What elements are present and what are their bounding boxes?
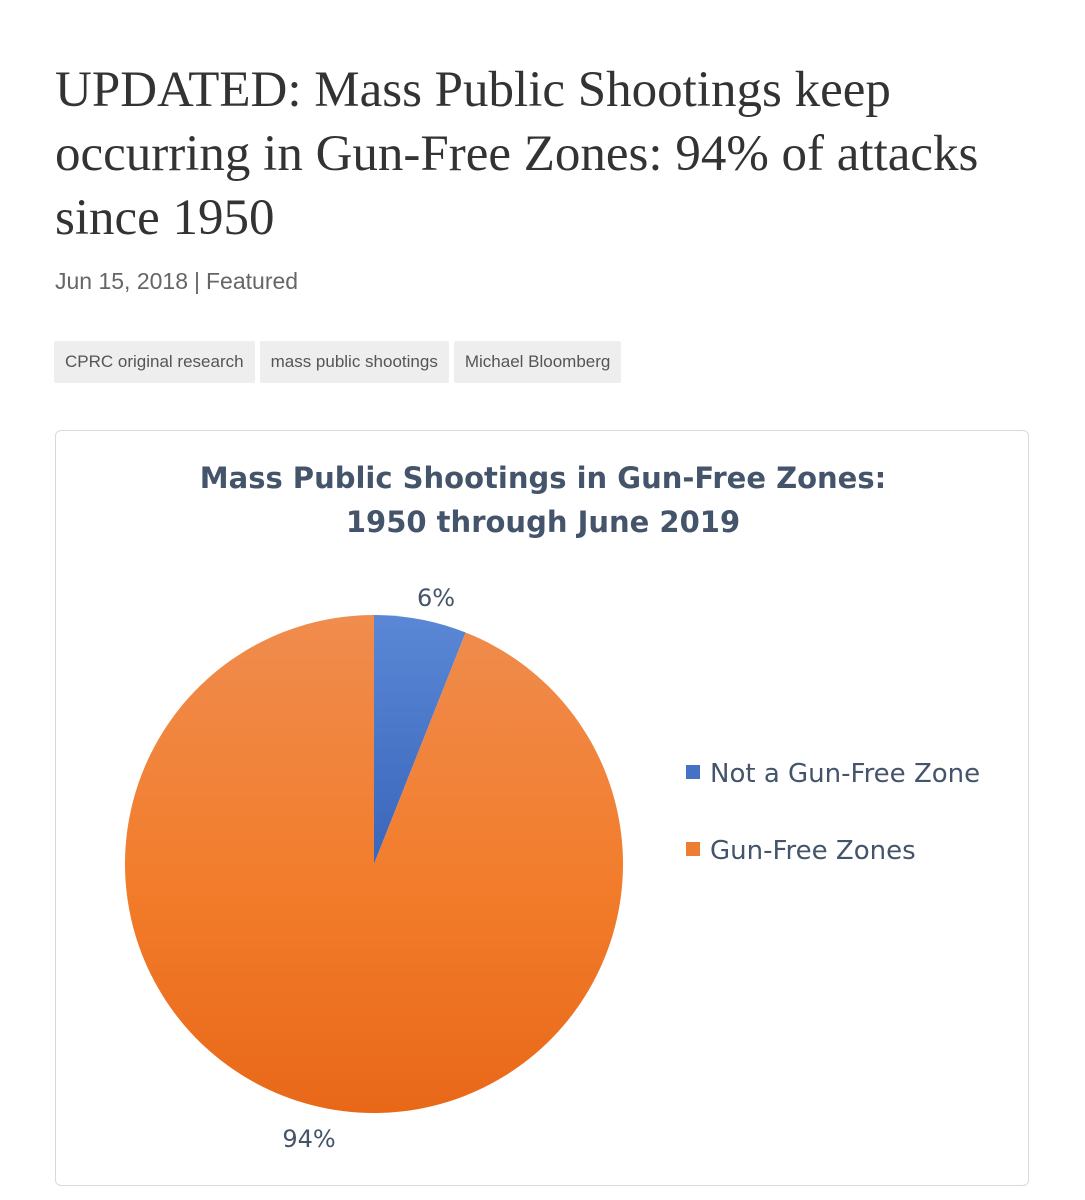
- post-date: Jun 15, 2018: [55, 268, 189, 294]
- pie-slice-gun-free-zones: [125, 615, 623, 1113]
- tag-list: CPRC original research mass public shoot…: [54, 341, 622, 383]
- meta-separator: |: [194, 268, 200, 294]
- post-meta: Jun 15, 2018 | Featured: [55, 268, 298, 295]
- chart-title-line-2: 1950 through June 2019: [346, 505, 740, 539]
- chart-title-line-1: Mass Public Shootings in Gun-Free Zones:: [200, 461, 886, 495]
- legend-entry: Gun-Free Zones: [710, 836, 916, 866]
- tag-mass-public-shootings[interactable]: mass public shootings: [259, 341, 449, 383]
- article-title: UPDATED: Mass Public Shootings keep occu…: [55, 62, 979, 246]
- pie-chart: Mass Public Shootings in Gun-Free Zones:…: [125, 461, 980, 1153]
- pie-slice-not-a-gun-free-zone: [374, 615, 466, 864]
- chart-card: Mass Public Shootings in Gun-Free Zones:…: [55, 430, 1029, 1186]
- legend-swatch: [686, 842, 700, 856]
- category-link[interactable]: Featured: [206, 268, 299, 294]
- tag-cprc-original-research[interactable]: CPRC original research: [54, 341, 255, 383]
- tag-michael-bloomberg[interactable]: Michael Bloomberg: [453, 341, 622, 383]
- slice-data-label: 6%: [417, 584, 455, 612]
- legend-entry: Not a Gun-Free Zone: [710, 759, 980, 789]
- slice-data-label: 94%: [282, 1125, 335, 1153]
- legend-swatch: [686, 765, 700, 779]
